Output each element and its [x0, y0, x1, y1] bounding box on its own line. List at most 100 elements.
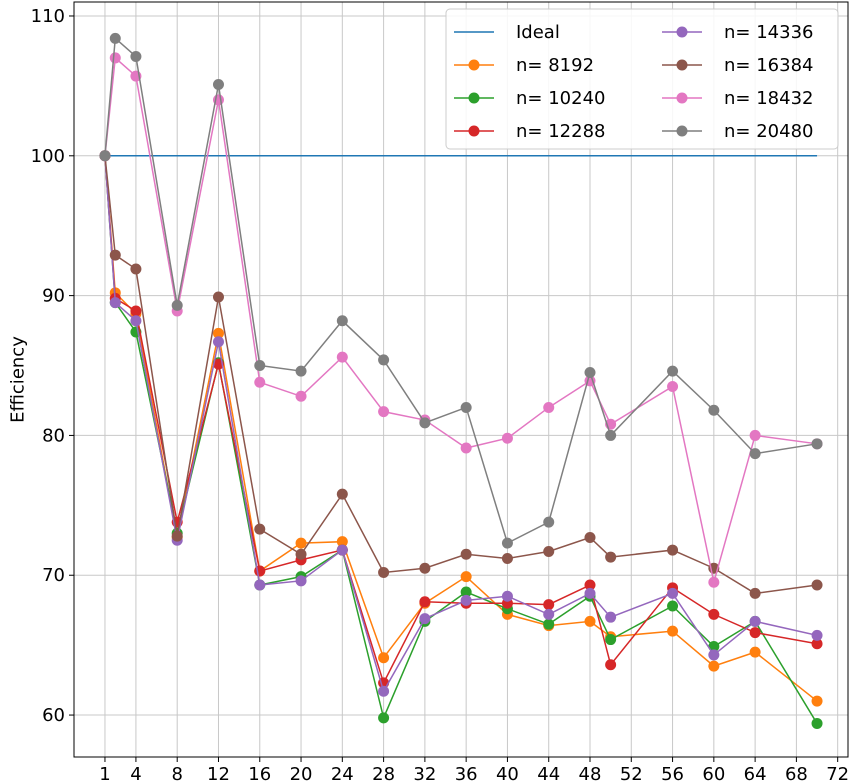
legend-item: n= 12288 — [454, 121, 605, 142]
x-tick-label: 40 — [496, 764, 519, 782]
data-point — [378, 566, 390, 578]
data-point — [584, 615, 596, 627]
data-point — [212, 336, 224, 348]
data-point — [378, 652, 390, 664]
data-point — [501, 432, 513, 444]
x-tick-label: 68 — [785, 764, 808, 782]
data-point — [708, 608, 720, 620]
data-point — [749, 448, 761, 460]
data-point — [811, 638, 823, 650]
data-point — [460, 586, 472, 598]
data-point — [295, 390, 307, 402]
legend-swatch-marker — [468, 125, 480, 137]
data-point — [708, 576, 720, 588]
data-point — [460, 401, 472, 413]
x-tick-label: 72 — [826, 764, 849, 782]
data-point — [460, 594, 472, 606]
x-tick-label: 28 — [372, 764, 395, 782]
y-tick-label: 110 — [31, 6, 65, 27]
data-point — [708, 404, 720, 416]
legend-label: Ideal — [516, 22, 560, 43]
data-point — [254, 360, 266, 372]
x-tick-label: 8 — [171, 764, 182, 782]
legend-item: n= 8192 — [454, 55, 594, 76]
legend-label: n= 10240 — [516, 88, 605, 109]
data-point — [605, 611, 617, 623]
data-point — [378, 712, 390, 724]
data-point — [749, 587, 761, 599]
series-n-16384 — [99, 150, 823, 599]
data-point — [749, 429, 761, 441]
series-group — [99, 32, 823, 729]
data-point — [811, 579, 823, 591]
data-point — [460, 548, 472, 560]
x-tick-label: 52 — [620, 764, 643, 782]
data-point — [130, 315, 142, 327]
data-point — [254, 579, 266, 591]
x-tick-label: 36 — [455, 764, 478, 782]
data-point — [254, 376, 266, 388]
data-point — [708, 641, 720, 653]
data-point — [667, 544, 679, 556]
data-point — [543, 599, 555, 611]
data-point — [605, 551, 617, 563]
legend-item: n= 20480 — [662, 121, 813, 142]
series-line — [104, 155, 818, 724]
legend-swatch-marker — [676, 125, 688, 137]
data-point — [708, 660, 720, 672]
data-point — [130, 51, 142, 63]
legend-item: n= 10240 — [454, 88, 605, 109]
legend-label: n= 8192 — [516, 55, 594, 76]
legend-label: n= 16384 — [724, 55, 813, 76]
data-point — [130, 263, 142, 275]
data-point — [212, 78, 224, 90]
data-point — [605, 659, 617, 671]
legend-box — [445, 8, 839, 150]
data-point — [584, 531, 596, 543]
x-tick-label: 60 — [702, 764, 725, 782]
x-tick-label: 32 — [413, 764, 436, 782]
data-point — [99, 150, 111, 162]
legend-item: n= 14336 — [662, 22, 813, 43]
data-point — [419, 417, 431, 429]
data-point — [605, 429, 617, 441]
data-point — [336, 351, 348, 363]
data-point — [295, 548, 307, 560]
series-line — [104, 155, 818, 702]
legend-swatch-marker — [676, 92, 688, 104]
data-point — [419, 562, 431, 574]
legend-swatch-marker — [676, 59, 688, 71]
legend-label: n= 12288 — [516, 121, 605, 142]
data-point — [109, 52, 121, 64]
legend-label: n= 18432 — [724, 88, 813, 109]
data-point — [811, 695, 823, 707]
data-point — [295, 575, 307, 587]
data-point — [378, 685, 390, 697]
legend-swatch-marker — [676, 26, 688, 38]
data-point — [543, 516, 555, 528]
data-point — [811, 438, 823, 450]
data-point — [295, 365, 307, 377]
data-point — [749, 646, 761, 658]
data-point — [501, 537, 513, 549]
data-point — [171, 299, 183, 311]
y-axis-label: Efficiency — [7, 336, 28, 423]
legend-swatch-marker — [468, 92, 480, 104]
data-point — [336, 544, 348, 556]
x-tick-label: 20 — [290, 764, 313, 782]
data-point — [109, 297, 121, 309]
data-point — [543, 608, 555, 620]
x-tick-label: 56 — [661, 764, 684, 782]
x-tick-label: 24 — [331, 764, 354, 782]
legend-label: n= 14336 — [724, 22, 813, 43]
data-point — [460, 571, 472, 583]
data-point — [543, 401, 555, 413]
y-tick-label: 60 — [42, 705, 65, 726]
data-point — [667, 380, 679, 392]
legend-item: n= 18432 — [662, 88, 813, 109]
data-point — [419, 613, 431, 625]
data-point — [667, 625, 679, 637]
data-point — [336, 488, 348, 500]
x-tick-label: 4 — [130, 764, 141, 782]
